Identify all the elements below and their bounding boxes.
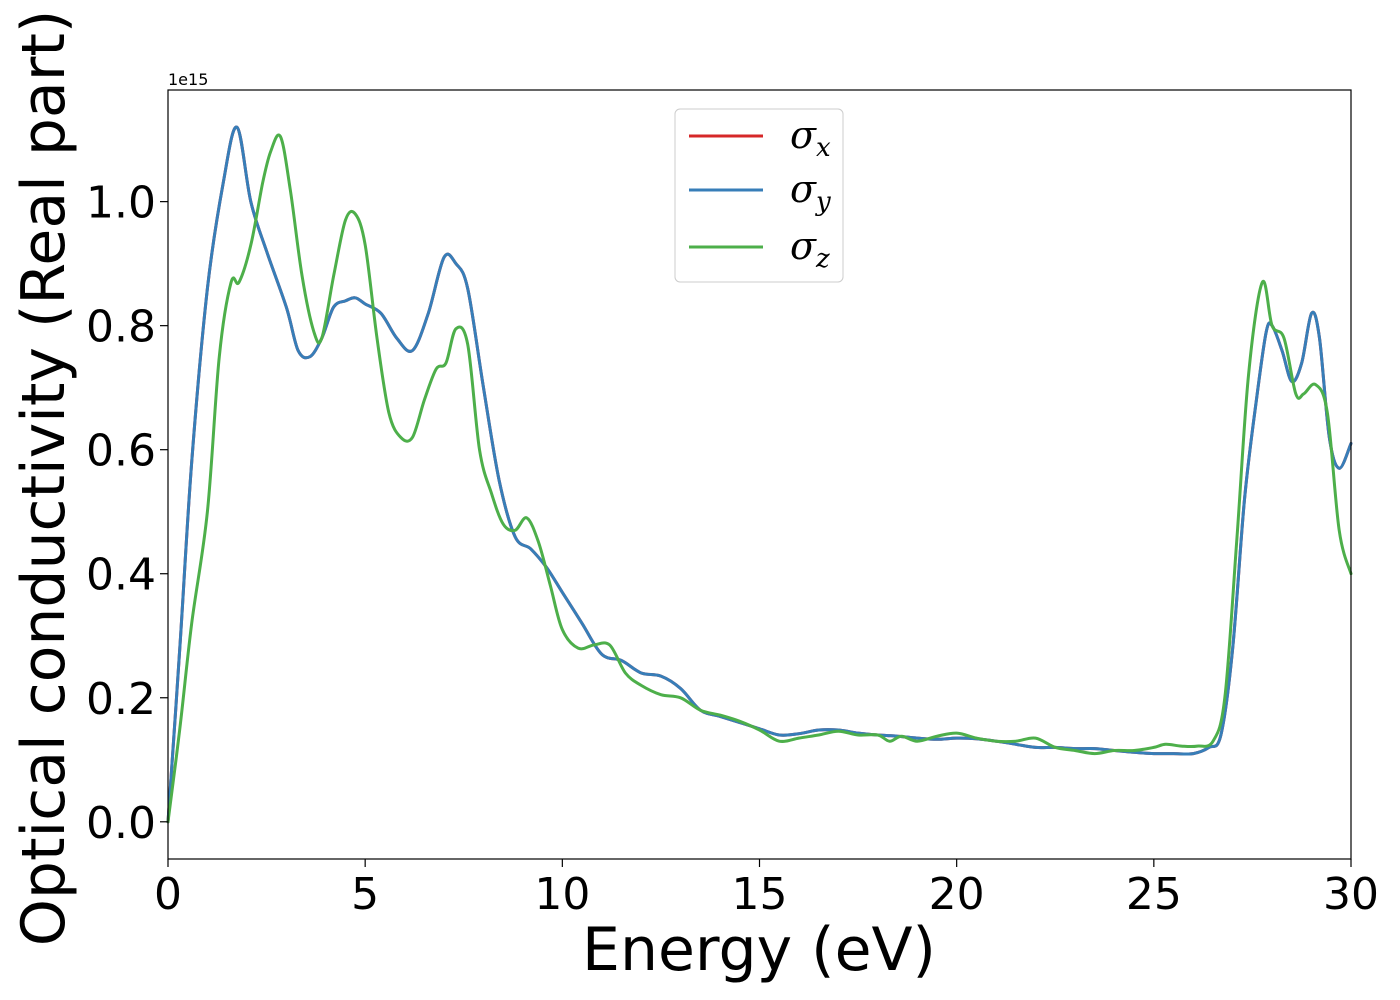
x-tick-label: 25 — [1126, 869, 1182, 920]
legend-sub-z: z — [815, 244, 830, 274]
legend-symbol-sigma-y: σ — [790, 167, 817, 211]
x-tick-label: 30 — [1323, 869, 1379, 920]
y-axis-label: Optical conductivity (Real part) — [9, 10, 79, 947]
x-tick-label: 10 — [534, 869, 590, 920]
series-line-sigma-z — [166, 133, 1353, 824]
legend-symbol-sigma-z: σ — [790, 224, 817, 268]
legend-frame — [674, 108, 844, 283]
x-axis-label: Energy (eV) — [582, 915, 936, 985]
x-tick-label: 20 — [929, 869, 985, 920]
y-tick-label: 0.6 — [86, 426, 156, 477]
y-tick-label: 0.2 — [86, 674, 156, 725]
legend-label-sigma-z: σz — [790, 224, 830, 274]
legend-label-sigma-x: σx — [790, 113, 831, 163]
y-tick-label: 0.0 — [86, 798, 156, 849]
legend-label-sigma-y: σy — [790, 167, 831, 217]
legend-sub-y: y — [815, 187, 831, 217]
x-tick-label: 0 — [154, 869, 182, 920]
legend: σx σy σz — [674, 108, 844, 283]
legend-symbol-sigma-x: σ — [790, 113, 817, 157]
y-tick-label: 0.4 — [86, 550, 156, 601]
legend-sub-x: x — [816, 133, 831, 163]
y-tick-label: 0.8 — [86, 302, 156, 353]
axes-layer: 0 5 10 15 20 25 30 0.0 0.2 0.4 0.6 0.8 1.0 — [86, 89, 1379, 920]
x-tick-label: 5 — [351, 869, 379, 920]
y-offset-text: 1e15 — [168, 70, 208, 89]
x-tick-label: 15 — [732, 869, 788, 920]
y-tick-label: 1.0 — [86, 178, 156, 229]
series-layer — [166, 125, 1353, 824]
